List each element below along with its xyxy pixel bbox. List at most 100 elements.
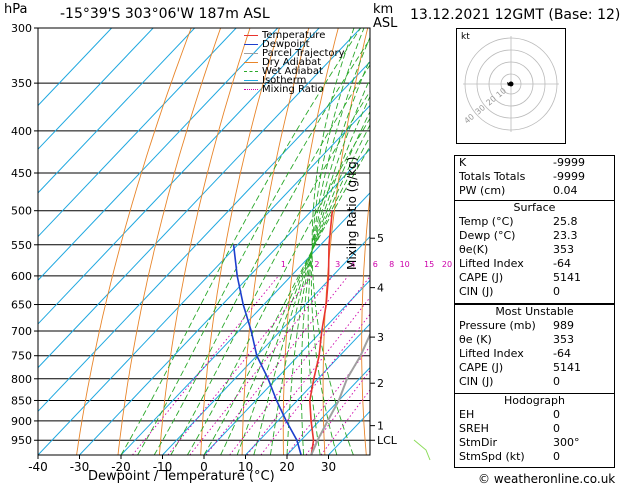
- most-unstable-value: 989: [553, 319, 574, 332]
- most-unstable-row: θe (K) 353: [455, 333, 614, 347]
- surface-value: 5141: [553, 271, 581, 284]
- wet-adiabat: [220, 135, 370, 455]
- mixing-ratio-axis-label: Mixing Ratio (g/kg): [345, 156, 359, 270]
- pressure-tick-label: 650: [11, 299, 32, 312]
- hodograph-value: 0: [553, 422, 560, 435]
- km-tick-label: 5: [377, 232, 384, 245]
- surface-value: 0: [553, 285, 560, 298]
- indices-panel: K -9999 Totals Totals -9999 PW (cm) 0.04: [454, 155, 615, 201]
- index-row: PW (cm) 0.04: [455, 184, 614, 198]
- most-unstable-label: CIN (J): [459, 375, 494, 388]
- legend-entry: Parcel Trajectory: [244, 48, 345, 59]
- legend-label: Dewpoint: [262, 39, 310, 50]
- wet-adiabat: [307, 36, 370, 455]
- height-unit-top: km: [373, 2, 394, 17]
- pressure-tick-label: 850: [11, 394, 32, 407]
- mixing-ratio-label: 4: [350, 260, 355, 269]
- temp-tick-label: 0: [200, 460, 208, 474]
- hodograph-row: StmSpd (kt) 0: [455, 450, 614, 464]
- hodograph-label: StmSpd (kt): [459, 450, 525, 463]
- surface-label: Dewp (°C): [459, 229, 516, 242]
- series-dewpoint: [232, 244, 302, 455]
- legend-entry: Mixing Ratio: [244, 85, 324, 95]
- most-unstable-row: CIN (J) 0: [455, 375, 614, 389]
- temp-tick-label: 20: [279, 460, 294, 474]
- pressure-unit: hPa: [4, 2, 28, 17]
- index-value: -9999: [553, 156, 585, 169]
- temp-tick-label: -20: [111, 460, 131, 474]
- wet-adiabat: [253, 110, 370, 455]
- pressure-tick-label: 550: [11, 239, 32, 252]
- isotherm-line: [38, 28, 196, 194]
- hodograph-unit: kt: [461, 32, 470, 42]
- legend-label: Isotherm: [262, 75, 307, 86]
- legend-label: Parcel Trajectory: [262, 48, 345, 59]
- surface-value: -64: [553, 257, 571, 270]
- km-tick-label: 1: [377, 420, 384, 433]
- wet-adiabat: [170, 90, 370, 455]
- dry-adiabat: [158, 28, 251, 455]
- temp-tick-label: -30: [70, 460, 90, 474]
- datetime: 13.12.2021 12GMT (Base: 12): [410, 7, 621, 23]
- pressure-tick-label: 750: [11, 350, 32, 363]
- pressure-tick-label: 500: [11, 205, 32, 218]
- mixing-ratio-line: [229, 275, 370, 455]
- isotherm-line: [120, 192, 370, 455]
- most-unstable-label: Lifted Index: [459, 347, 524, 360]
- wet-adiabat: [300, 58, 370, 455]
- index-row: Totals Totals -9999: [455, 170, 614, 184]
- legend-swatch: [244, 44, 258, 45]
- legend-entry: Temperature: [244, 30, 326, 41]
- isotherm-line: [203, 279, 370, 455]
- index-row: K -9999: [455, 156, 614, 170]
- legend-label: Temperature: [262, 30, 326, 41]
- legend-entry: Dry Adiabat: [244, 57, 322, 68]
- wind-profile-line: [413, 439, 431, 461]
- dry-adiabat: [435, 28, 456, 455]
- surface-row: θe(K) 353: [455, 243, 614, 257]
- hodograph-row: EH 0: [455, 408, 614, 422]
- index-label: PW (cm): [459, 184, 506, 197]
- dry-adiabat: [399, 28, 427, 455]
- surface-label: θe(K): [459, 243, 489, 256]
- temp-tick-label: -10: [153, 460, 173, 474]
- legend-swatch: [244, 62, 258, 63]
- pressure-tick-label: 350: [11, 77, 32, 90]
- surface-row: CIN (J) 0: [455, 285, 614, 299]
- pressure-tick-label: 400: [11, 125, 32, 138]
- dry-adiabat: [282, 28, 339, 455]
- pressure-tick-label: 300: [11, 22, 32, 35]
- mixing-ratio-label: 15: [424, 260, 434, 269]
- pressure-tick-label: 600: [11, 270, 32, 283]
- mixing-ratio-line: [189, 275, 334, 455]
- surface-title: Surface: [513, 201, 556, 214]
- isotherm-line: [38, 28, 362, 369]
- series-parcel-trajectory: [310, 332, 370, 455]
- wet-adiabat: [311, 28, 355, 455]
- most-unstable-value: -64: [553, 347, 571, 360]
- storm-motion-marker: [507, 82, 511, 86]
- legend-label: Dry Adiabat: [262, 57, 322, 68]
- legend-swatch: [244, 89, 258, 90]
- surface-label: CAPE (J): [459, 271, 504, 284]
- hodograph-label: StmDir: [459, 436, 498, 449]
- most-unstable-row: Pressure (mb) 989: [455, 319, 614, 333]
- wet-adiabat: [269, 95, 370, 455]
- hodograph-row: SREH 0: [455, 422, 614, 436]
- mixing-ratio-label: 20: [442, 260, 452, 269]
- hodograph-title: Hodograph: [504, 394, 565, 407]
- index-label: K: [459, 156, 467, 169]
- hodograph-label: EH: [459, 408, 475, 421]
- km-tick-label: 2: [377, 377, 384, 390]
- km-tick-label: 3: [377, 331, 384, 344]
- surface-value: 25.8: [553, 215, 578, 228]
- hodograph-value: 0: [553, 450, 560, 463]
- mixing-ratio-label: 3: [335, 260, 340, 269]
- wet-adiabat: [120, 28, 361, 455]
- temp-tick-label: 30: [321, 460, 336, 474]
- temp-tick-label: 10: [238, 460, 253, 474]
- mixing-ratio-label: 2: [314, 260, 319, 269]
- copyright: © weatheronline.co.uk: [478, 472, 616, 486]
- isotherm-line: [38, 28, 320, 325]
